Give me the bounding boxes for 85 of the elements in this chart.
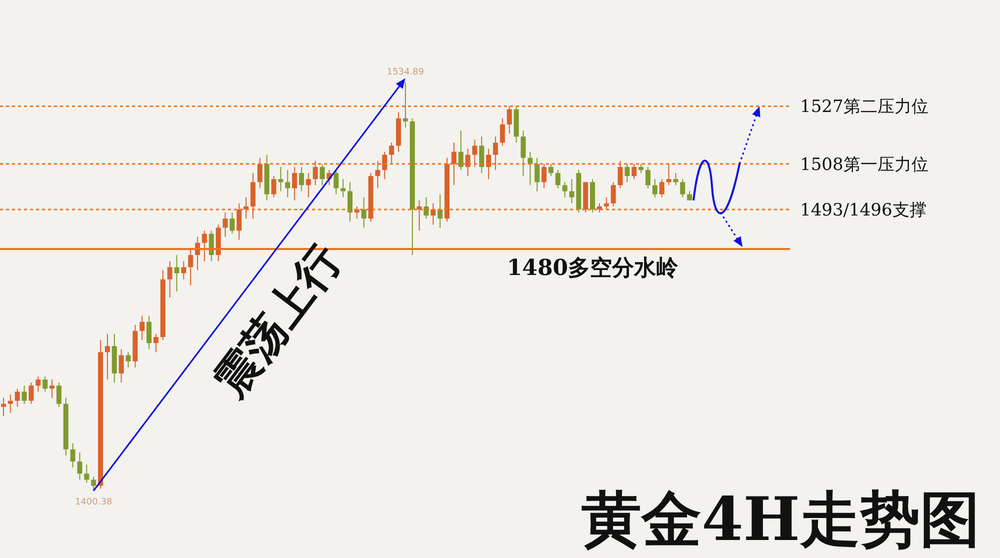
candlestick bbox=[555, 169, 560, 189]
candlestick bbox=[91, 476, 96, 492]
candlestick bbox=[465, 148, 470, 177]
ref-line-label: 1527第二压力位 bbox=[800, 97, 928, 118]
candlestick bbox=[202, 230, 207, 262]
candlestick bbox=[624, 163, 630, 183]
candlestick bbox=[506, 106, 512, 134]
candlestick bbox=[534, 157, 540, 192]
candlestick bbox=[146, 315, 152, 350]
candlestick bbox=[222, 212, 228, 238]
candlestick bbox=[354, 206, 360, 220]
candlestick bbox=[285, 169, 290, 198]
candlestick bbox=[14, 388, 20, 408]
candlestick bbox=[479, 136, 484, 174]
candlestick bbox=[673, 172, 678, 186]
candlestick bbox=[375, 160, 380, 189]
candlestick bbox=[389, 142, 394, 164]
text: 黄金4H走势图 bbox=[582, 485, 980, 555]
candlestick bbox=[632, 163, 637, 180]
candlestick bbox=[278, 166, 284, 192]
candlestick bbox=[126, 352, 131, 368]
candlestick bbox=[493, 136, 498, 170]
candlestick bbox=[438, 194, 443, 228]
candlestick bbox=[562, 182, 568, 198]
candlestick bbox=[230, 212, 235, 234]
annotation: 1400.38 bbox=[74, 498, 112, 508]
candlestick bbox=[292, 166, 298, 201]
candlestick bbox=[167, 260, 172, 298]
candlestick bbox=[666, 163, 672, 186]
candlestick bbox=[104, 333, 110, 380]
annotation: 1534.89 bbox=[386, 67, 424, 78]
candlestick bbox=[458, 130, 464, 170]
candlestick bbox=[312, 160, 318, 186]
candlestick bbox=[402, 82, 408, 128]
candlestick bbox=[659, 178, 664, 198]
candlestick bbox=[500, 118, 505, 146]
candlestick bbox=[451, 142, 456, 186]
candlestick bbox=[618, 160, 623, 189]
candlestick bbox=[542, 163, 547, 189]
candlestick bbox=[548, 163, 554, 177]
candlestick bbox=[424, 196, 429, 220]
candlestick bbox=[118, 348, 124, 384]
candlestick bbox=[306, 172, 311, 198]
candlestick bbox=[610, 182, 616, 207]
candlestick bbox=[8, 394, 13, 414]
candlestick bbox=[140, 315, 145, 341]
candlestick bbox=[271, 176, 276, 198]
candlestick bbox=[56, 382, 62, 408]
ref-line-label: 1508第一压力位 bbox=[800, 154, 928, 175]
candlestick bbox=[174, 254, 180, 292]
ref-line-label: 1480多空分水岭 bbox=[506, 254, 680, 281]
candlestick bbox=[77, 452, 82, 480]
candlestick bbox=[652, 178, 658, 198]
candlestick bbox=[28, 382, 34, 404]
candlestick bbox=[1, 397, 6, 416]
candlestick bbox=[236, 202, 242, 240]
candlestick bbox=[361, 196, 366, 228]
candlestick bbox=[520, 130, 526, 177]
candlestick bbox=[320, 163, 325, 186]
candlestick bbox=[340, 178, 346, 198]
candlestick bbox=[472, 139, 478, 168]
candlestick bbox=[347, 182, 352, 222]
candlestick bbox=[257, 157, 262, 189]
candlestick bbox=[334, 169, 339, 195]
candlestick bbox=[42, 376, 48, 392]
candlestick bbox=[298, 166, 304, 192]
candlestick bbox=[645, 166, 650, 189]
candlestick bbox=[188, 248, 194, 286]
ref-line-label: 1493/1496支撑 bbox=[800, 200, 926, 220]
candlestick bbox=[569, 178, 574, 204]
candlestick bbox=[22, 385, 27, 404]
candlestick bbox=[181, 260, 186, 280]
candlestick bbox=[382, 151, 388, 180]
candlestick bbox=[680, 178, 686, 198]
annotation: 震荡上行 bbox=[204, 235, 352, 408]
candlestick bbox=[153, 333, 158, 353]
candlestick bbox=[687, 190, 692, 201]
candlestick bbox=[638, 163, 644, 174]
candlestick bbox=[50, 379, 55, 398]
candlestick bbox=[604, 196, 609, 210]
candlestick bbox=[430, 202, 436, 226]
candlestick bbox=[70, 442, 76, 468]
candlestick bbox=[84, 464, 90, 484]
candlestick bbox=[486, 148, 492, 180]
candlestick bbox=[36, 376, 41, 392]
